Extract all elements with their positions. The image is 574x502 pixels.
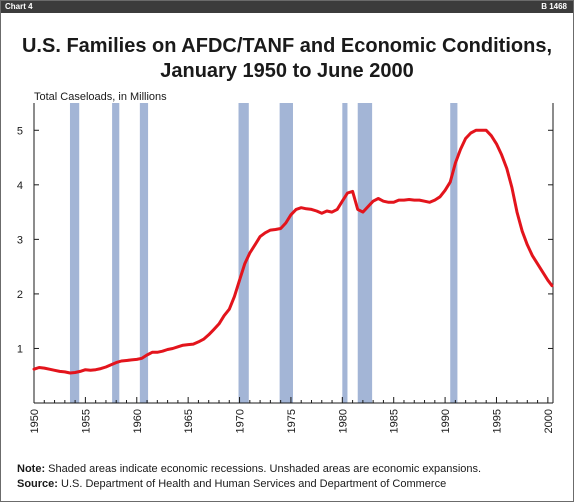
recession-band xyxy=(357,103,373,403)
chart-code: B 1468 xyxy=(541,2,567,11)
chart-title-line-1: U.S. Families on AFDC/TANF and Economic … xyxy=(21,35,553,57)
x-tick-label: 1960 xyxy=(132,409,144,433)
source-text: U.S. Department of Health and Human Serv… xyxy=(61,478,447,490)
recession-band xyxy=(342,103,348,403)
x-tick-label: 1955 xyxy=(80,409,92,433)
chart-notes: Note: Shaded areas indicate economic rec… xyxy=(17,462,481,492)
y-tick-label: 1 xyxy=(17,343,23,355)
x-tick-label: 1965 xyxy=(183,409,195,433)
y-tick-label: 4 xyxy=(17,180,23,192)
x-tick-label: 1980 xyxy=(337,409,349,433)
y-tick-label: 3 xyxy=(17,234,23,246)
y-tick-label: 2 xyxy=(17,289,23,301)
source-line: Source: U.S. Department of Health and Hu… xyxy=(17,477,481,492)
chart-label: Chart 4 xyxy=(5,2,33,11)
y-axis-label: Total Caseloads, in Millions xyxy=(34,91,167,103)
source-label: Source: xyxy=(17,478,58,490)
recession-band xyxy=(139,103,149,403)
recession-band xyxy=(238,103,249,403)
y-tick-label: 5 xyxy=(17,125,23,137)
x-tick-label: 1990 xyxy=(440,409,452,433)
x-tick-label: 1995 xyxy=(491,409,503,433)
line-chart: 1 2 3 4 5 1950 1955 1960 1965 1970 1975 1980 1985 199… xyxy=(17,103,555,433)
recession-band xyxy=(69,103,80,403)
x-tick-label: 1970 xyxy=(235,409,247,433)
note-label: Note: xyxy=(17,463,46,475)
recession-band xyxy=(279,103,293,403)
chart-title: U.S. Families on AFDC/TANF and Economic … xyxy=(1,34,573,84)
caseload-series-line xyxy=(32,128,554,375)
x-tick-label: 2000 xyxy=(543,409,555,433)
x-tick-label: 1950 xyxy=(29,409,41,433)
note-text: Shaded areas indicate economic recession… xyxy=(48,463,482,475)
chart-header-bar: Chart 4 B 1468 xyxy=(1,1,573,13)
chart-title-line-2: January 1950 to June 2000 xyxy=(160,60,414,82)
x-tick-label: 1975 xyxy=(286,409,298,433)
note-line: Note: Shaded areas indicate economic rec… xyxy=(17,462,481,477)
recession-band xyxy=(450,103,458,403)
x-tick-label: 1985 xyxy=(389,409,401,433)
recession-band xyxy=(112,103,120,403)
